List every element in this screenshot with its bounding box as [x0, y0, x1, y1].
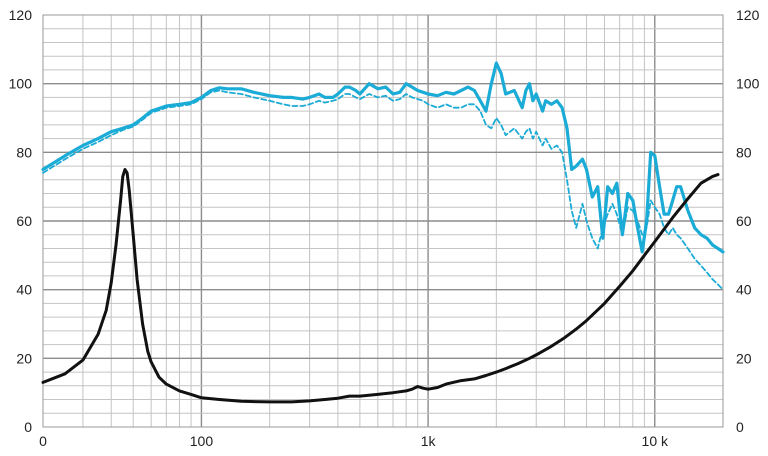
y-tick-label-left: 100 [9, 76, 33, 92]
y-tick-label-left: 40 [16, 282, 32, 298]
y-tick-label-left: 120 [9, 7, 33, 23]
x-tick-label: 10 k [642, 433, 669, 449]
y-tick-label-right: 80 [736, 144, 752, 160]
x-tick-label: 100 [190, 433, 214, 449]
y-tick-label-right: 120 [736, 7, 760, 23]
series-layer [41, 61, 725, 404]
x-axis-ticks: 100 1k 10 k 0 [39, 433, 669, 449]
series-line-dashed-blue [42, 89, 724, 291]
y-tick-label-right: 20 [736, 350, 752, 366]
y-tick-label-right: 0 [736, 419, 744, 435]
y-tick-label-right: 40 [736, 282, 752, 298]
series-line-solid-blue [41, 61, 725, 254]
origin-y-tick-label: 0 [39, 433, 47, 449]
y-tick-label-left: 20 [16, 350, 32, 366]
horizontal-gridlines [43, 28, 723, 414]
y-tick-label-left: 0 [24, 419, 32, 435]
series-line-black [41, 168, 720, 404]
x-tick-label: 1k [421, 433, 437, 449]
y-tick-label-right: 60 [736, 213, 752, 229]
plot-frame [42, 14, 724, 428]
y-tick-label-left: 80 [16, 144, 32, 160]
y-tick-label-left: 60 [16, 213, 32, 229]
left-y-axis-ticks: 0 20 40 60 80 100 120 [9, 7, 33, 435]
right-y-axis-ticks: 0 20 40 60 80 100 120 [736, 7, 760, 435]
y-tick-label-right: 100 [736, 76, 760, 92]
